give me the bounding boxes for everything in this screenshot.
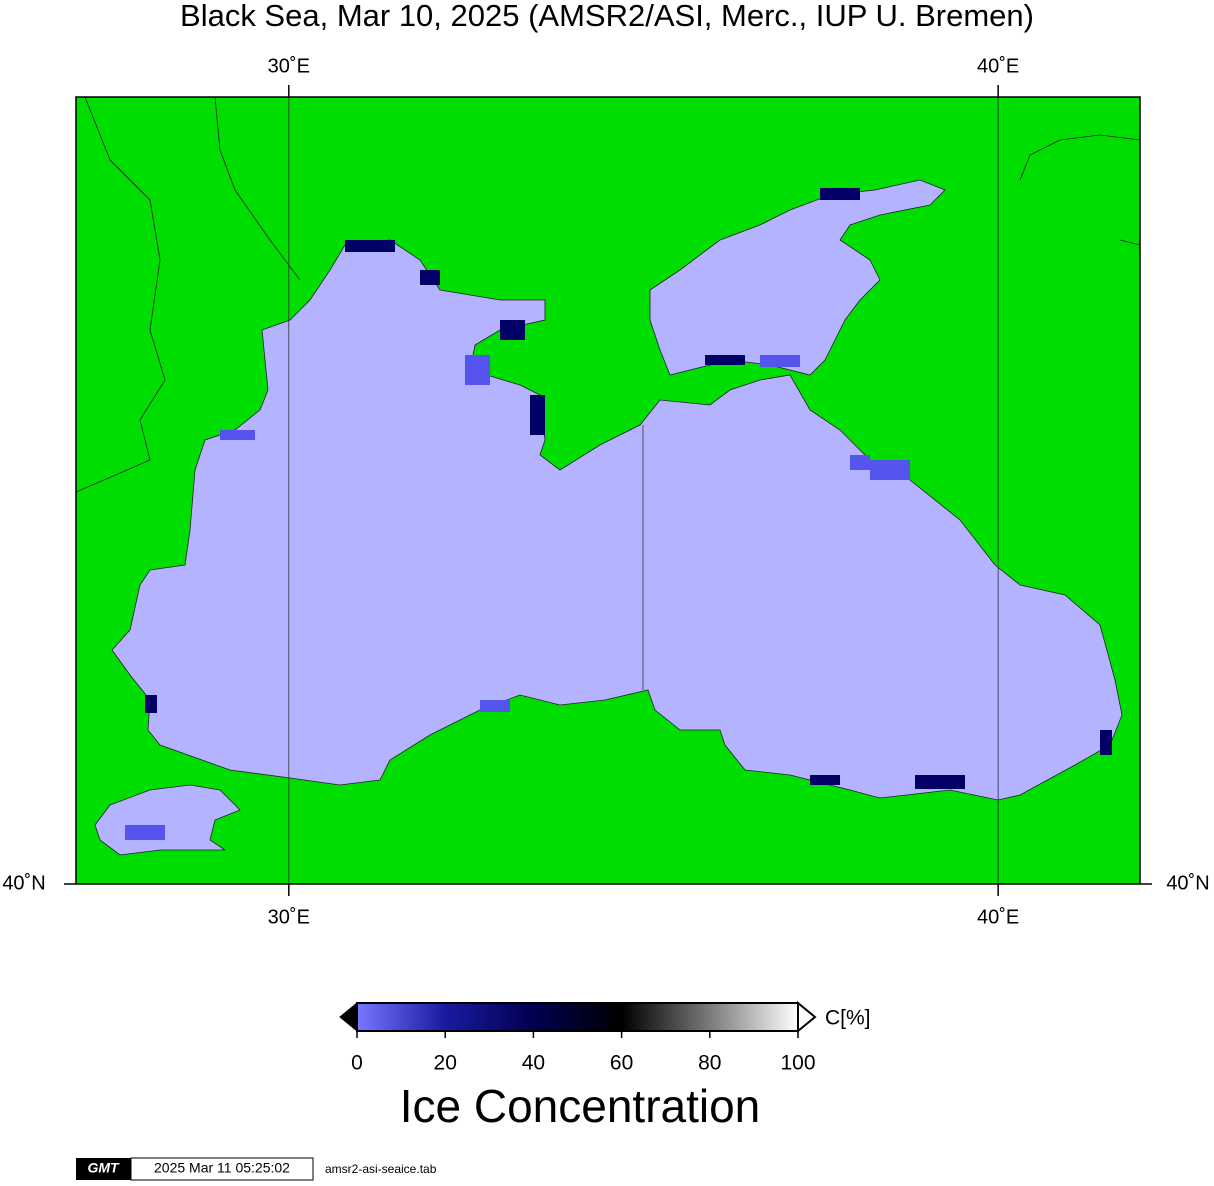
colorbar — [356, 1002, 799, 1032]
timestamp: 2025 Mar 11 05:25:02 — [154, 1160, 290, 1176]
colorbar-title: Ice Concentration — [400, 1080, 761, 1132]
timestamp-box — [130, 1157, 314, 1181]
borders — [76, 97, 1140, 493]
lat-label-right: 40˚N — [1166, 872, 1209, 894]
ice-edge-cells — [125, 355, 910, 840]
source-file: amsr2-asi-seaice.tab — [325, 1162, 437, 1176]
colorbar-over — [797, 1000, 817, 1034]
gmt-logo-text: GMT — [87, 1160, 120, 1176]
map-title: Black Sea, Mar 10, 2025 (AMSR2/ASI, Merc… — [180, 0, 1034, 33]
x-tick-label: 30˚E — [268, 906, 310, 928]
ice-edge-cells — [145, 188, 1112, 789]
gmt-logo — [76, 1158, 131, 1180]
map-frame — [75, 96, 1141, 885]
colorbar-tick-label: 20 — [434, 1052, 457, 1075]
colorbar-unit: C[%] — [825, 1007, 871, 1030]
colorbar-under — [339, 1001, 358, 1033]
colorbar-tick-label: 40 — [522, 1052, 545, 1075]
x-tick-label: 30˚E — [268, 55, 310, 77]
colorbar-tick-label: 100 — [780, 1052, 815, 1075]
y-tick-label: 40˚N — [2, 872, 45, 894]
colorbar-tick-label: 80 — [698, 1052, 721, 1075]
x-tick-label: 40˚E — [977, 906, 1019, 928]
colorbar-tick-label: 60 — [610, 1052, 633, 1075]
map-area — [76, 97, 1140, 884]
colorbar-tick-label: 0 — [351, 1052, 363, 1075]
x-tick-label: 40˚E — [977, 55, 1019, 77]
